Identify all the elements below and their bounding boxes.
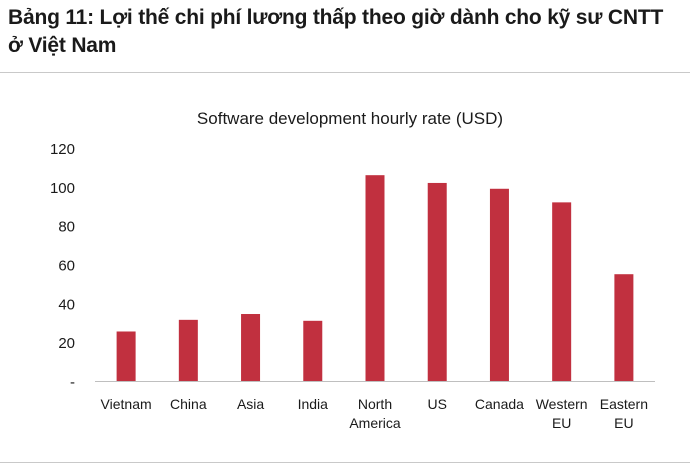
y-axis: - 20 40 60 80 100 120 bbox=[50, 141, 75, 391]
bar-asia bbox=[241, 314, 261, 381]
x-tick-label: India bbox=[298, 396, 329, 412]
x-tick-label: US bbox=[427, 396, 446, 412]
y-tick-label: 120 bbox=[50, 141, 75, 158]
bars bbox=[116, 175, 634, 381]
x-tick-label: Western EU bbox=[536, 396, 588, 431]
bottom-divider bbox=[0, 462, 690, 463]
page-title: Bảng 11: Lợi thế chi phí lương thấp theo… bbox=[8, 6, 664, 57]
bar-western-eu bbox=[552, 202, 572, 381]
x-tick-label: Canada bbox=[475, 396, 524, 412]
bar-eastern-eu bbox=[614, 274, 634, 381]
y-tick-label: 40 bbox=[58, 296, 75, 313]
x-tick-label: Eastern EU bbox=[600, 396, 648, 431]
chart-title: Software development hourly rate (USD) bbox=[197, 109, 503, 128]
bar-us bbox=[427, 182, 447, 381]
bar-india bbox=[303, 320, 323, 381]
x-axis-labels: Vietnam China Asia India North America US Canad… bbox=[101, 396, 648, 431]
x-tick-label: Vietnam bbox=[101, 396, 152, 412]
y-tick-label: 20 bbox=[58, 335, 75, 352]
x-tick-label: China bbox=[170, 396, 207, 412]
y-tick-label: 60 bbox=[58, 258, 75, 275]
x-tick-label: North America bbox=[349, 396, 401, 431]
bar-canada bbox=[489, 188, 509, 381]
bar-north-america bbox=[365, 175, 385, 381]
bar-china bbox=[178, 319, 198, 381]
y-tick-label: 100 bbox=[50, 180, 75, 197]
y-tick-label: 80 bbox=[58, 219, 75, 236]
y-tick-label: - bbox=[70, 374, 75, 391]
bar-vietnam bbox=[116, 331, 136, 381]
bar-chart: Software development hourly rate (USD) -… bbox=[50, 109, 655, 431]
header: Bảng 11: Lợi thế chi phí lương thấp theo… bbox=[8, 4, 678, 60]
top-divider bbox=[0, 72, 690, 73]
x-tick-label: Asia bbox=[237, 396, 264, 412]
